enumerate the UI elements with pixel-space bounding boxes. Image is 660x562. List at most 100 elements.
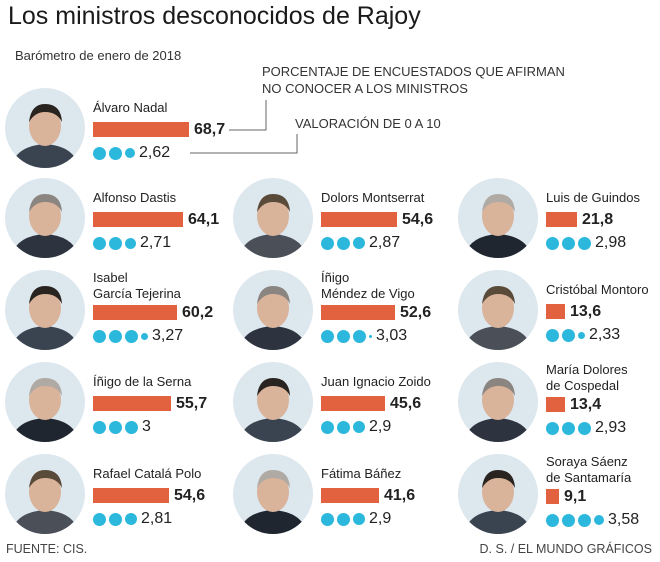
rating-value: 2,62 — [139, 144, 171, 161]
minister-card: Isabel García Tejerina 60,2 3,27 — [5, 270, 225, 360]
minister-name-line: Íñigo de la Serna — [93, 374, 192, 389]
minister-name-line: Alfonso Dastis — [93, 190, 177, 205]
rating-dot — [109, 512, 122, 526]
page-subtitle: Barómetro de enero de 2018 — [15, 48, 182, 63]
rating-value: 3,27 — [152, 327, 184, 344]
rating-dot — [93, 420, 106, 434]
rating-dots — [93, 146, 135, 160]
rating-dots — [321, 420, 365, 434]
minister-name-line: Dolors Montserrat — [321, 190, 425, 205]
rating-dot — [337, 236, 350, 250]
rating-dot — [562, 328, 575, 342]
minister-name: María Dolores de Cospedal — [546, 362, 628, 394]
rating-dot — [562, 513, 575, 527]
rating-dots — [546, 328, 585, 342]
minister-portrait — [233, 270, 313, 350]
minister-name-line: de Cospedal — [546, 378, 619, 393]
rating-dot-partial — [353, 421, 365, 433]
rating-dot — [321, 512, 334, 526]
minister-card: Soraya Sáenz de Santamaría 9,1 3,58 — [458, 454, 660, 544]
rating-value: 2,98 — [595, 234, 627, 251]
minister-name-line: Isabel — [93, 270, 128, 285]
unknown-percent-bar — [93, 488, 169, 503]
unknown-percent-bar — [93, 122, 189, 137]
unknown-percent-value: 68,7 — [194, 121, 226, 138]
legend-percent-leader — [229, 100, 267, 131]
minister-card: María Dolores de Cospedal 13,4 2,93 — [458, 362, 660, 452]
minister-card: Fátima Báñez 41,6 2,9 — [233, 454, 453, 544]
rating-dot-partial — [578, 421, 591, 435]
rating-dot-partial — [578, 331, 585, 339]
rating-dots — [321, 329, 372, 343]
rating-dot — [546, 513, 559, 527]
rating-dot — [337, 512, 350, 526]
unknown-percent-value: 9,1 — [564, 488, 587, 505]
minister-name: Dolors Montserrat — [321, 190, 424, 206]
rating-dot — [125, 329, 138, 343]
minister-name-line: Rafael Catalá Polo — [93, 466, 202, 481]
rating-value: 2,33 — [589, 326, 621, 343]
unknown-percent-value: 13,4 — [570, 396, 602, 413]
minister-portrait — [5, 270, 85, 350]
rating-dot — [109, 420, 122, 434]
minister-card: Cristóbal Montoro 13,6 2,33 — [458, 270, 660, 360]
minister-name-line: Juan Ignacio Zoido — [321, 374, 431, 389]
unknown-percent-bar — [93, 396, 171, 411]
rating-value: 2,81 — [141, 510, 173, 527]
minister-card: Luis de Guindos 21,8 2,98 — [458, 178, 660, 268]
minister-name: Luis de Guindos — [546, 190, 640, 206]
minister-portrait — [5, 178, 85, 258]
rating-dot-partial — [578, 236, 591, 250]
rating-dot — [337, 329, 350, 343]
footer-credit: D. S. / EL MUNDO GRÁFICOS — [479, 542, 652, 556]
legend-percent-line-1: PORCENTAJE DE ENCUESTADOS QUE AFIRMAN — [262, 64, 565, 79]
minister-name: Isabel García Tejerina — [93, 270, 181, 302]
minister-card: Dolors Montserrat 54,6 2,87 — [233, 178, 453, 268]
unknown-percent-value: 13,6 — [570, 303, 602, 320]
unknown-percent-bar — [321, 488, 379, 503]
rating-dot — [93, 236, 106, 250]
rating-value: 2,9 — [369, 418, 392, 435]
rating-dot — [109, 146, 122, 160]
legend-rating-label: VALORACIÓN DE 0 A 10 — [295, 116, 441, 131]
minister-card: Juan Ignacio Zoido 45,6 2,9 — [233, 362, 453, 452]
minister-name: Íñigo de la Serna — [93, 374, 191, 390]
minister-name-line: Álvaro Nadal — [93, 100, 168, 115]
rating-dot-partial — [125, 148, 135, 158]
minister-card: Rafael Catalá Polo 54,6 2,81 — [5, 454, 225, 544]
unknown-percent-value: 41,6 — [384, 487, 416, 504]
rating-dots — [93, 420, 138, 434]
rating-value: 2,71 — [140, 234, 172, 251]
rating-dots — [546, 513, 604, 527]
rating-value: 3,03 — [376, 327, 408, 344]
rating-value: 2,9 — [369, 510, 392, 527]
minister-name: Alfonso Dastis — [93, 190, 176, 206]
unknown-percent-value: 60,2 — [182, 304, 214, 321]
minister-name-line: Cristóbal Montoro — [546, 282, 649, 297]
rating-dot — [337, 420, 350, 434]
minister-name: Íñigo Méndez de Vigo — [321, 270, 415, 302]
rating-dot — [353, 329, 366, 343]
unknown-percent-value: 64,1 — [188, 211, 220, 228]
unknown-percent-bar — [321, 396, 385, 411]
unknown-percent-bar — [546, 489, 559, 504]
rating-dot-partial — [353, 513, 365, 525]
rating-dots — [546, 236, 591, 250]
minister-name-line: María Dolores — [546, 362, 628, 377]
minister-portrait — [458, 454, 538, 534]
minister-portrait — [5, 454, 85, 534]
minister-card: Álvaro Nadal 68,7 2,62 — [5, 88, 225, 178]
rating-dot — [562, 421, 575, 435]
rating-dot — [321, 236, 334, 250]
minister-name-line: García Tejerina — [93, 286, 181, 301]
legend-percent-label: PORCENTAJE DE ENCUESTADOS QUE AFIRMAN NO… — [262, 63, 565, 97]
rating-dot-partial — [594, 515, 604, 525]
rating-dots — [321, 236, 365, 250]
footer-source: FUENTE: CIS. — [6, 542, 88, 556]
rating-dot — [93, 329, 106, 343]
minister-portrait — [5, 88, 85, 168]
legend-rating-leader — [190, 134, 298, 154]
rating-value: 2,93 — [595, 419, 627, 436]
unknown-percent-value: 45,6 — [390, 395, 422, 412]
unknown-percent-value: 21,8 — [582, 211, 614, 228]
